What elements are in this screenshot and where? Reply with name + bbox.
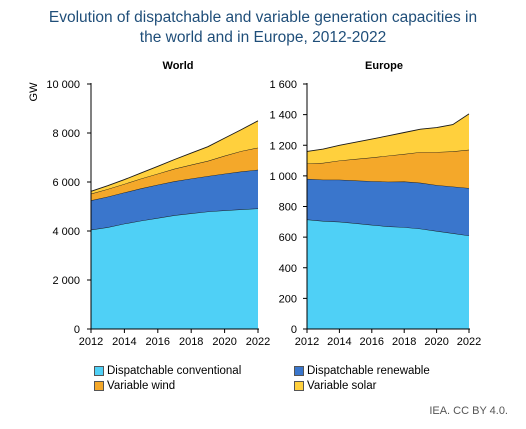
europe-y-tick-label: 800: [279, 202, 297, 214]
world-y-axis-label: GW: [28, 82, 40, 102]
legend-label-dispatchable-conventional: Dispatchable conventional: [107, 365, 242, 377]
chart-title-line-1: Evolution of dispatchable and variable g…: [48, 9, 478, 26]
world-area-variable-solar: [91, 120, 258, 194]
europe-area-dispatchable-renewable: [307, 178, 469, 236]
world-area-dispatchable-renewable: [91, 169, 258, 230]
europe-y-tick-label: 400: [279, 263, 297, 275]
europe-x-tick-label: 2012: [295, 336, 319, 348]
europe-x-tick-label: 2022: [457, 336, 481, 348]
world-area-variable-wind: [91, 147, 258, 201]
europe-y-tick-label: 1 400: [269, 110, 297, 122]
europe-y-tick-label: 200: [279, 293, 297, 305]
world-y-tick-label: 6 000: [52, 177, 80, 189]
legend-item-variable-wind: Variable wind: [94, 380, 175, 392]
europe-boundary-variable-solar: [306, 113, 470, 152]
world-x-tick-label: 2022: [246, 336, 270, 348]
world-boundary-variable-solar: [90, 120, 259, 192]
legend-item-variable-solar: Variable solar: [294, 380, 376, 392]
world-y-tick-label: 10 000: [46, 79, 80, 91]
world-area-dispatchable-conventional: [91, 208, 258, 329]
legend-swatch-dispatchable-conventional: [94, 366, 104, 376]
world-x-tick-label: 2020: [212, 336, 236, 348]
legend-label-dispatchable-renewable: Dispatchable renewable: [307, 365, 430, 377]
europe-x-tick-label: 2018: [392, 336, 416, 348]
legend-label-variable-wind: Variable wind: [107, 380, 176, 392]
chart-title: Evolution of dispatchable and variable g…: [0, 8, 526, 48]
chart-title-line-2: the world and in Europe, 2012-2022: [139, 29, 387, 46]
europe-y-tick-label: 1 000: [269, 171, 297, 183]
legend-swatch-variable-wind: [94, 381, 104, 391]
world-panel-title: World: [163, 60, 194, 72]
europe-panel-title: Europe: [365, 60, 403, 72]
legend-swatch-dispatchable-renewable: [294, 366, 304, 376]
legend-item-dispatchable-conventional: Dispatchable conventional: [94, 365, 241, 377]
world-y-tick-label: 0: [74, 324, 80, 336]
europe-x-tick-label: 2014: [327, 336, 351, 348]
world-y-tick-label: 2 000: [52, 275, 80, 287]
legend-label-variable-solar: Variable solar: [307, 380, 377, 392]
legend-item-dispatchable-renewable: Dispatchable renewable: [294, 365, 430, 377]
world-y-tick-label: 8 000: [52, 128, 80, 140]
europe-x-tick-label: 2016: [360, 336, 384, 348]
world-y-tick-label: 4 000: [52, 226, 80, 238]
world-x-tick-label: 2018: [179, 336, 203, 348]
europe-y-tick-label: 600: [279, 232, 297, 244]
europe-y-tick-label: 1 600: [269, 79, 297, 91]
europe-area-variable-solar: [307, 113, 469, 164]
world-x-tick-label: 2012: [79, 336, 103, 348]
legend-swatch-variable-solar: [294, 381, 304, 391]
europe-area-variable-wind: [307, 149, 469, 189]
world-x-tick-label: 2016: [146, 336, 170, 348]
credit-text: IEA. CC BY 4.0.: [429, 405, 508, 417]
europe-y-tick-label: 0: [291, 324, 297, 336]
europe-y-tick-label: 1 200: [269, 140, 297, 152]
europe-area-dispatchable-conventional: [307, 219, 469, 329]
world-x-tick-label: 2014: [112, 336, 136, 348]
europe-x-tick-label: 2020: [424, 336, 448, 348]
